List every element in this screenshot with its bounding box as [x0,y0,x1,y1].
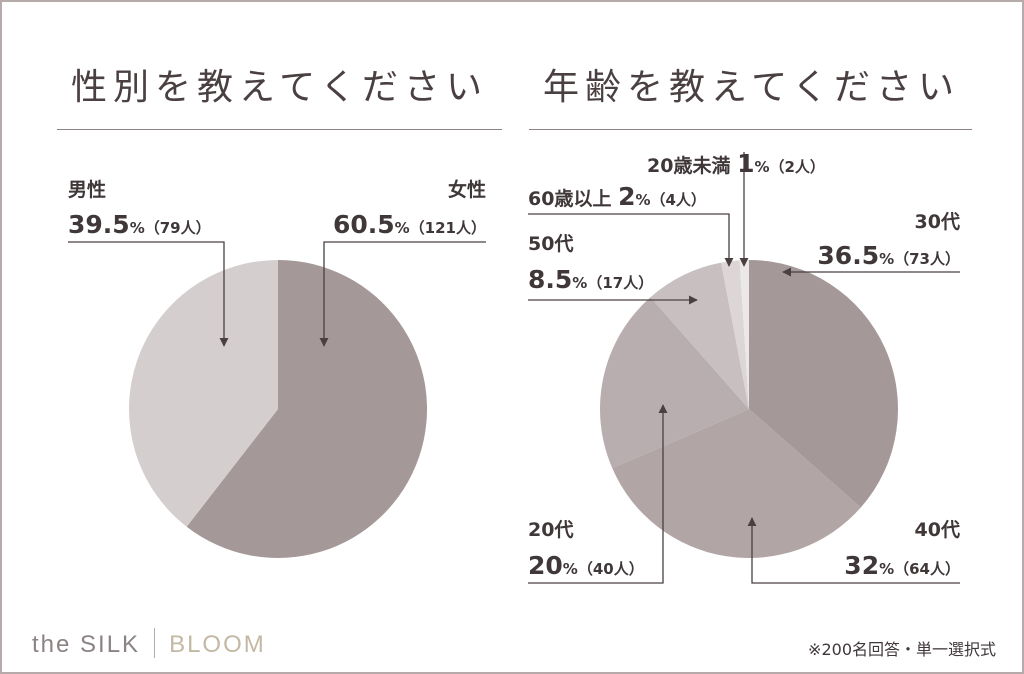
label-30s-value: 36.5%（73人） [817,241,960,270]
label-male-name: 男性 [68,178,106,201]
gender-pie [129,260,428,558]
age-slice-2 [599,297,749,469]
logo-bloom: BLOOM [169,631,266,658]
gender-slice-1 [129,260,278,527]
age-chart-title: 年齢を教えてください [542,67,961,108]
age-slice-4 [721,260,749,409]
age-slice-3 [650,262,749,409]
age-title-divider [529,129,972,130]
leader-20s [528,404,668,584]
leader-40s [747,517,960,584]
age-slice-5 [739,259,749,409]
label-female-name: 女性 [448,178,486,201]
label-male-value: 39.5%（79人） [68,210,211,239]
label-20s-value: 20%（40人） [528,551,644,580]
logo-separator [154,628,156,658]
age-slice-1 [612,409,861,559]
gender-chart-title: 性別を教えてください [70,67,489,108]
label-female-value: 60.5%（121人） [333,210,486,239]
slice-labels: 男性 39.5%（79人） 女性 60.5%（121人） 30代 36.5%（73人） 40… [68,149,960,580]
label-30s-name: 30代 [915,211,960,233]
gender-slice-0 [186,260,428,558]
label-40s-name: 40代 [915,519,960,541]
leader-60plus [528,213,734,267]
age-pie [599,259,899,559]
label-60plus: 60歳以上 2%（4人） [528,182,706,211]
label-40s-value: 32%（64人） [844,551,960,580]
logo-the-silk: the SILK [32,631,141,658]
label-50s-name: 50代 [528,233,573,255]
label-under20: 20歳未満 1%（2人） [647,149,825,178]
age-slice-0 [749,260,899,508]
leader-male [68,241,229,347]
gender-title-divider [57,129,502,130]
leader-lines [68,152,960,584]
brand-logo: the SILK BLOOM [32,628,266,659]
survey-note: ※200名回答・単一選択式 [808,640,996,659]
label-20s-name: 20代 [528,519,573,541]
leader-female [319,241,486,347]
label-50s-value: 8.5%（17人） [528,265,653,294]
